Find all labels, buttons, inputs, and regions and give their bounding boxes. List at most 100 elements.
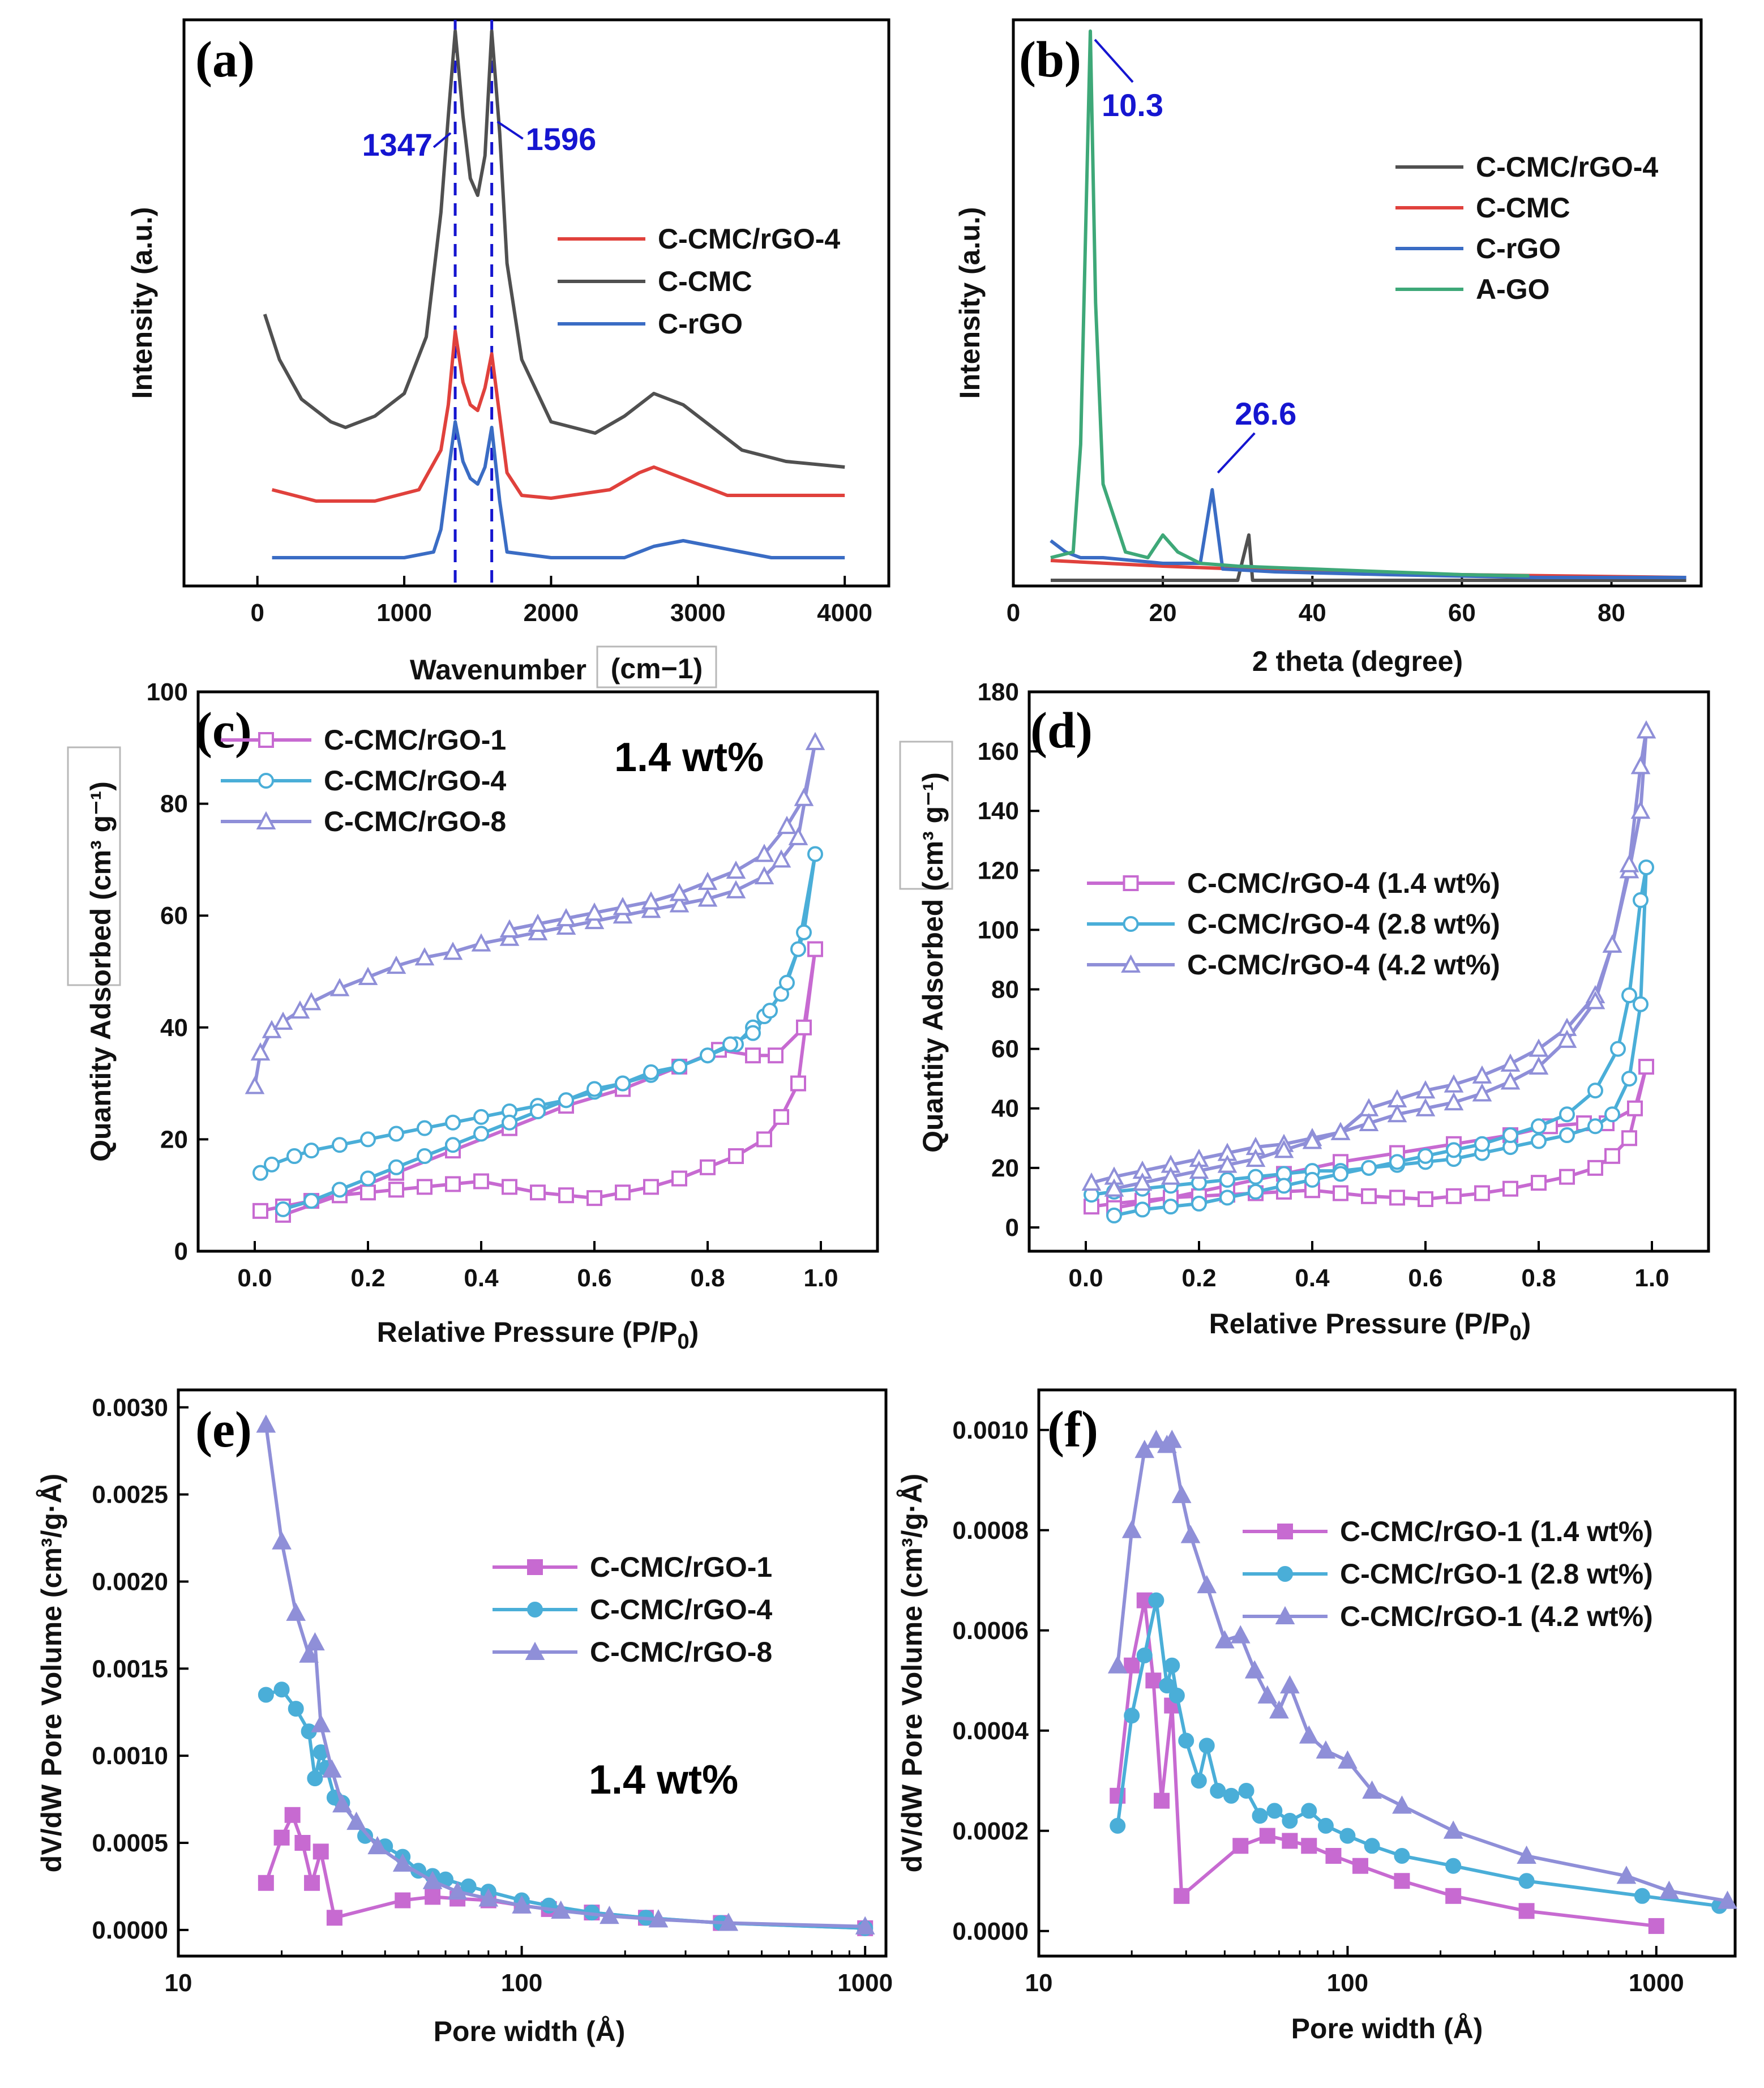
panel-d-data-point	[1559, 1169, 1575, 1185]
panel-c-ylabel-box	[67, 746, 121, 986]
panel-f-data-point	[1445, 1888, 1462, 1904]
panel-f-data-point	[1445, 1858, 1462, 1874]
panel-c-data-point	[790, 941, 806, 957]
panel-c-data-point	[329, 978, 350, 996]
panel-d-data-point	[1610, 1041, 1626, 1057]
panel-c-data-point	[358, 966, 378, 985]
panel-d-data-point	[1472, 1065, 1492, 1084]
panel-f-ytick-label: 0.0010	[952, 1417, 1029, 1444]
panel-e-data-point	[392, 1853, 413, 1872]
panel-f-data-point	[1162, 1430, 1182, 1448]
panel-c-data-point	[615, 1075, 631, 1092]
panel-e-ytick-label: 0.0025	[92, 1481, 168, 1509]
panel-b-series-line	[1050, 488, 1686, 579]
panel-c-data-point	[252, 1203, 268, 1219]
panel-f-xtick-label: 100	[1327, 1969, 1368, 1997]
panel-d-data-point	[1106, 1207, 1122, 1223]
panel-c-data-point	[794, 788, 814, 806]
panel-c-data-point	[250, 1042, 271, 1061]
panel-c-data-point	[584, 902, 605, 921]
panel-d-ytick-label: 180	[978, 678, 1019, 706]
panel-f-data-point	[1107, 1655, 1128, 1674]
panel-e-legend-marker	[527, 1602, 543, 1618]
panel-b-xtick-label: 80	[1598, 599, 1625, 627]
panel-f-data-point	[1518, 1873, 1535, 1889]
panel-e-data-point	[512, 1895, 532, 1914]
panel-c-xlabel-main: Relative Pressure (P/P	[377, 1316, 678, 1348]
panel-f-data-point	[1394, 1848, 1410, 1864]
panel-d-data-point	[1500, 1071, 1521, 1090]
panel-e-ytick-label: 0.0015	[92, 1655, 168, 1683]
panel-d-xtick-label: 0.2	[1181, 1264, 1216, 1292]
panel-c-data-point	[417, 1179, 433, 1195]
panel-e-data-point	[311, 1714, 331, 1732]
panel-c-data-point	[473, 1109, 489, 1125]
panel-f-data-point	[1191, 1773, 1207, 1789]
panel-c-data-point	[586, 1081, 602, 1097]
panel-c-data-point	[779, 974, 795, 991]
panel-c-data-point	[700, 1047, 716, 1064]
panel-d-data-point	[1502, 1180, 1518, 1197]
panel-c-data-point	[728, 1148, 744, 1165]
panel-d-data-point	[1219, 1190, 1235, 1206]
panel-e-data-point	[718, 1912, 739, 1931]
panel-a-series-line	[272, 420, 845, 559]
panel-c-data-point	[332, 1137, 348, 1153]
panel-f-data-point	[1180, 1525, 1201, 1543]
panel-c-xlabel-end: )	[690, 1316, 699, 1348]
panel-f-data-point	[1648, 1918, 1664, 1934]
panel-d-data-point	[1557, 1029, 1577, 1048]
panel-c-xlabel-sub: 0	[678, 1330, 690, 1354]
panel-d-data-point	[1415, 1080, 1436, 1099]
panel-c-data-point	[726, 880, 746, 898]
panel-c-xtick-label: 1.0	[803, 1264, 838, 1292]
panel-d-data-point	[1446, 1142, 1462, 1158]
panel-a-legend-label: C-rGO	[658, 308, 743, 340]
panel-b-plot: 10.3 26.6	[1050, 29, 1686, 582]
panel-e-data-point	[272, 1531, 292, 1550]
panel-d-data-point	[1446, 1188, 1462, 1204]
panel-f-data-point	[1301, 1803, 1317, 1819]
panel-d-data-point	[1302, 1131, 1322, 1149]
panel-c-data-point	[388, 1126, 404, 1142]
panel-d-ytick-label: 160	[978, 738, 1019, 765]
panel-c-data-point	[726, 860, 746, 879]
panel-f-ytick-label: 0.0008	[952, 1517, 1029, 1544]
panel-f-data-point	[1159, 1678, 1175, 1694]
panel-d-legend-marker	[1121, 954, 1141, 973]
panel-d-data-point	[1189, 1160, 1209, 1179]
panel-c-data-point	[360, 1131, 376, 1148]
panel-b-legend-label: C-CMC/rGO-4	[1476, 151, 1658, 183]
panel-c-data-point	[471, 933, 491, 952]
panel-d-data-point	[1361, 1159, 1377, 1176]
panel-b-annotation: 26.6	[1235, 396, 1296, 431]
panel-f-data-point	[1280, 1675, 1300, 1694]
panel-c-ytick-label: 80	[160, 790, 188, 818]
panel-d-data-point	[1389, 1154, 1405, 1170]
panel-f-data-point	[1164, 1657, 1180, 1674]
panel-c-data-point	[499, 919, 520, 938]
panel-c-data-point	[671, 1170, 687, 1187]
panel-e-ytick-label: 0.0010	[92, 1742, 168, 1770]
panel-c-label: (c)	[195, 703, 252, 759]
panel-d-data-point	[1619, 854, 1639, 872]
panel-d-data-point	[1531, 1133, 1547, 1149]
panel-e-data-point	[346, 1811, 366, 1830]
panel-c-data-point	[807, 941, 823, 957]
panel-e-data-point	[460, 1878, 477, 1894]
panel-c-data-point	[773, 1109, 789, 1125]
panel-c-legend-marker	[256, 811, 276, 829]
panel-f-data-point	[1134, 1439, 1155, 1458]
panel-d-data-point	[1528, 1038, 1549, 1057]
panel-c-data-point	[445, 1137, 461, 1153]
panel-f-data-point	[1301, 1838, 1317, 1854]
panel-e-data-point	[258, 1687, 274, 1703]
panel-d-data-point	[1500, 1053, 1521, 1072]
panel-a-xlabel-unit-box	[596, 645, 717, 688]
panel-d-data-point	[1630, 756, 1651, 775]
panel-c-legend: C-CMC/rGO-1 C-CMC/rGO-4 C-CMC/rGO-8	[221, 724, 506, 837]
panel-e-legend: C-CMC/rGO-1 C-CMC/rGO-4 C-CMC/rGO-8	[493, 1551, 772, 1668]
panel-e-data-point	[258, 1875, 274, 1891]
panel-f-ytick-label: 0.0006	[952, 1617, 1029, 1645]
panel-e-ytick-label: 0.0020	[92, 1568, 168, 1595]
